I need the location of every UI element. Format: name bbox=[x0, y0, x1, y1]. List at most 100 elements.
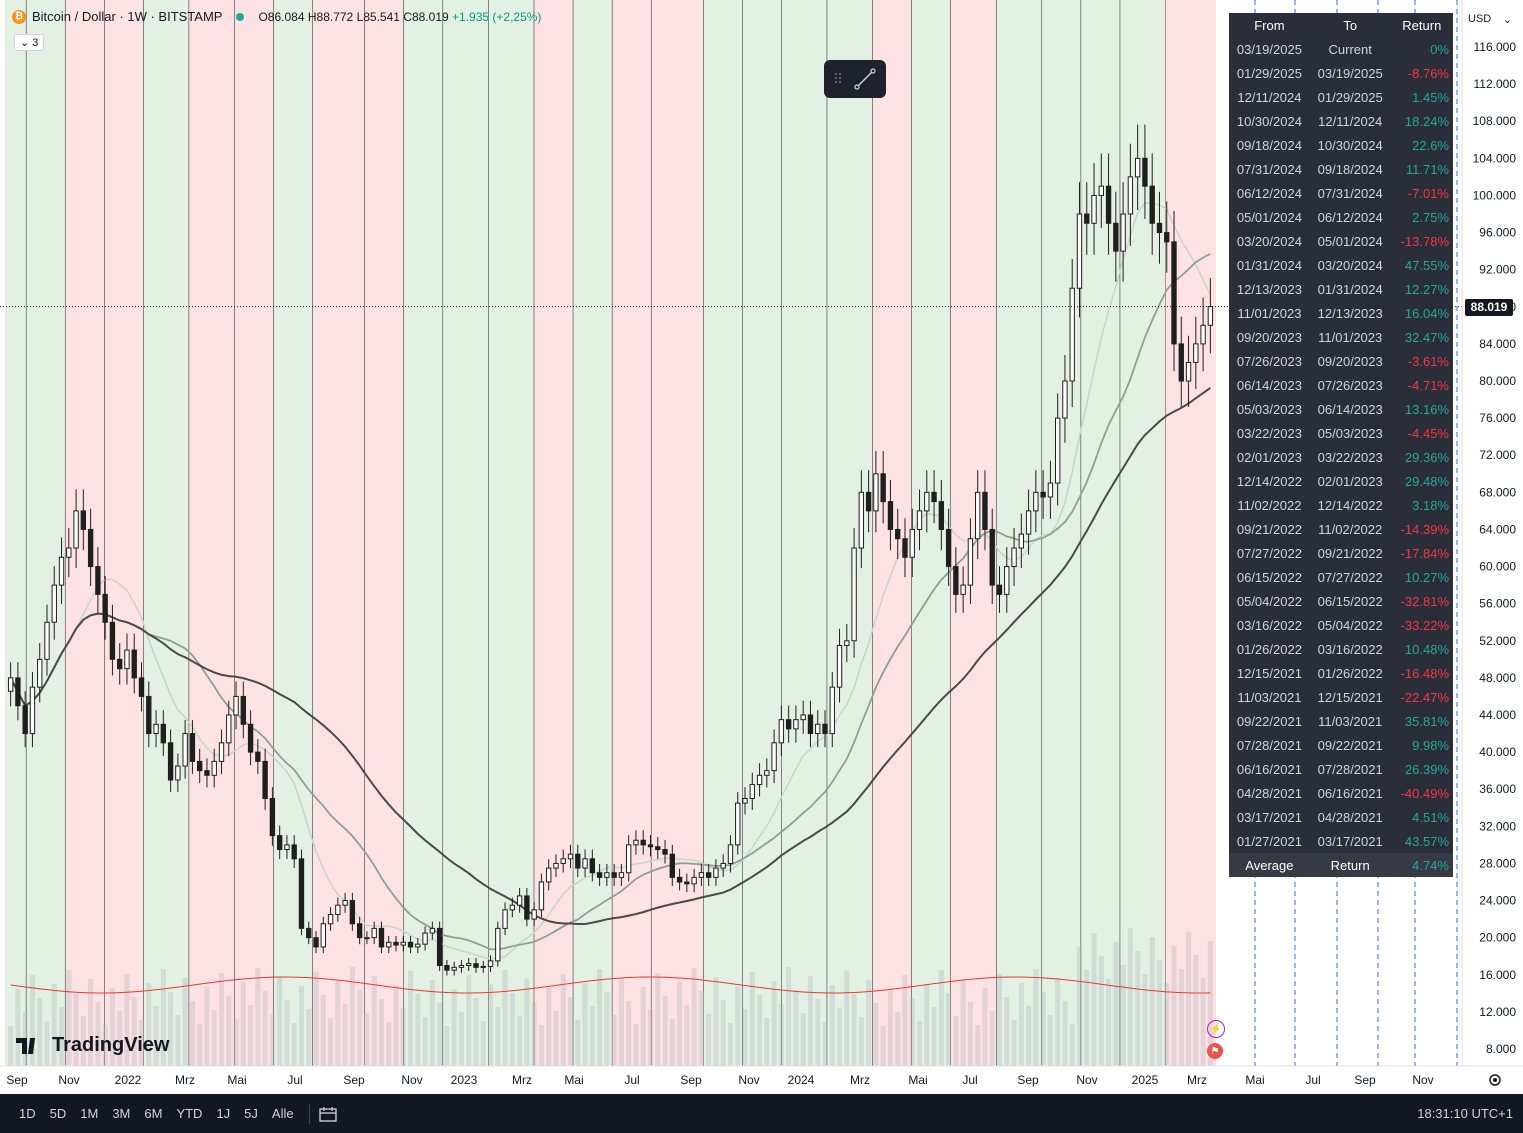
moving-averages bbox=[9, 202, 1212, 960]
drawing-toolbar[interactable]: ⠿ bbox=[824, 60, 886, 98]
period-returns-table: From To Return 03/19/2025 Current 0% 01/29/… bbox=[1229, 13, 1453, 877]
timeframe-button[interactable]: Alle bbox=[271, 1106, 294, 1121]
currency-selector[interactable]: USD ⌄ bbox=[1462, 8, 1518, 30]
period-band bbox=[234, 0, 274, 1066]
time-tick-label: Nov bbox=[738, 1073, 759, 1087]
candle-body bbox=[80, 510, 87, 530]
volume-bar bbox=[160, 969, 166, 1066]
candle-body bbox=[727, 844, 734, 864]
to-cell: 03/19/2025 bbox=[1317, 65, 1383, 81]
period-band bbox=[26, 0, 66, 1066]
drag-handle-icon[interactable]: ⠿ bbox=[832, 70, 843, 87]
time-tick-label: Mrz bbox=[175, 1073, 195, 1087]
return-cell: 18.24% bbox=[1404, 113, 1449, 129]
volume-bar bbox=[546, 988, 552, 1066]
volume-bar bbox=[51, 984, 57, 1066]
candle-body bbox=[960, 584, 966, 595]
volume-bar bbox=[713, 977, 719, 1066]
candle-body bbox=[218, 742, 225, 762]
candle-body bbox=[778, 719, 785, 744]
period-band bbox=[781, 0, 828, 1066]
candle-body bbox=[844, 640, 850, 646]
candle-body bbox=[335, 904, 341, 915]
timeframe-button[interactable]: 1M bbox=[80, 1106, 99, 1121]
volume-bar bbox=[938, 970, 944, 1066]
to-cell: 09/18/2024 bbox=[1317, 161, 1383, 177]
volume-bar bbox=[866, 980, 872, 1066]
volume-bar bbox=[669, 1019, 675, 1066]
volume-bar bbox=[386, 1022, 392, 1066]
timeframe-button[interactable]: 1J bbox=[216, 1106, 231, 1121]
us-flag-event-icon[interactable]: ⚑ bbox=[1207, 1043, 1223, 1059]
bitcoin-icon: ₿ bbox=[12, 9, 26, 24]
to-cell: 12/13/2023 bbox=[1317, 305, 1383, 321]
timeframe-button[interactable]: 6M bbox=[144, 1106, 163, 1121]
volume-bar bbox=[422, 1017, 428, 1066]
candle-body bbox=[582, 858, 588, 869]
timeframe-button[interactable]: 5J bbox=[244, 1106, 258, 1121]
candle-body bbox=[451, 966, 457, 971]
lightning-event-icon[interactable]: ⚡ bbox=[1207, 1020, 1225, 1038]
return-cell: 32.47% bbox=[1404, 329, 1449, 345]
price-tick-label: 92.000 bbox=[1479, 263, 1516, 277]
trend-line-icon[interactable] bbox=[853, 67, 877, 91]
table-row: 06/16/2021 07/28/2021 26.39% bbox=[1229, 757, 1453, 781]
time-tick-label: Sep bbox=[343, 1073, 365, 1087]
candle-body bbox=[1164, 232, 1170, 243]
volume-bar bbox=[313, 972, 319, 1066]
volume-bar bbox=[909, 998, 915, 1066]
candle-body bbox=[756, 774, 763, 786]
volume-bar bbox=[88, 979, 94, 1066]
timeframe-button[interactable]: 1D bbox=[19, 1106, 36, 1121]
candle-body bbox=[226, 714, 232, 744]
candle-body bbox=[538, 881, 545, 911]
volume-bar bbox=[982, 988, 988, 1066]
settings-icon[interactable] bbox=[1486, 1071, 1504, 1089]
time-tick-label: Mrz bbox=[512, 1073, 532, 1087]
candle-body bbox=[15, 677, 21, 707]
candle-body bbox=[22, 705, 28, 735]
symbol-title[interactable]: Bitcoin / Dollar · 1W · BITSTAMP bbox=[32, 9, 223, 24]
volume-bar bbox=[269, 1014, 275, 1066]
candle-body bbox=[909, 528, 915, 558]
utc-clock[interactable]: 18:31:10 UTC+1 bbox=[1417, 1106, 1513, 1121]
candle-body bbox=[575, 853, 581, 869]
time-tick-label: 2022 bbox=[115, 1073, 142, 1087]
volume-bar bbox=[8, 1026, 14, 1066]
candle-body bbox=[466, 963, 472, 967]
timeframe-button[interactable]: 5D bbox=[49, 1106, 67, 1121]
volume-bar bbox=[168, 992, 174, 1066]
candle-body bbox=[807, 714, 814, 735]
header-return: Return bbox=[1390, 13, 1453, 37]
time-tick-label: Sep bbox=[1017, 1073, 1039, 1087]
table-row: 07/28/2021 09/22/2021 9.98% bbox=[1229, 733, 1453, 757]
open-value: O86.084 bbox=[258, 9, 305, 24]
price-tick-label: 8.000 bbox=[1486, 1042, 1516, 1056]
high-value: H88.772 bbox=[307, 9, 354, 24]
volume-bar bbox=[698, 991, 704, 1066]
candle-body bbox=[858, 491, 865, 549]
candle-body bbox=[618, 872, 625, 878]
candle-body bbox=[713, 867, 719, 878]
date-range-icon[interactable] bbox=[318, 1106, 338, 1122]
volume-bar bbox=[240, 982, 246, 1066]
volume-bar bbox=[1193, 955, 1199, 1066]
time-tick-label: Nov bbox=[401, 1073, 422, 1087]
volume-bar bbox=[444, 1026, 450, 1066]
from-cell: 01/29/2025 bbox=[1236, 65, 1302, 81]
candle-body bbox=[742, 798, 748, 804]
return-cell: 1.45% bbox=[1412, 89, 1449, 105]
tradingview-logo[interactable]: TradingView bbox=[16, 1034, 169, 1057]
timeframe-button[interactable]: YTD bbox=[176, 1106, 203, 1121]
to-cell: 12/14/2022 bbox=[1317, 497, 1383, 513]
timeframe-button[interactable]: 3M bbox=[112, 1106, 131, 1121]
from-cell: 11/03/2021 bbox=[1237, 689, 1302, 705]
volume-bar bbox=[626, 1001, 632, 1066]
candle-body bbox=[167, 742, 174, 781]
indicator-collapse-button[interactable]: ⌄ 3 bbox=[14, 34, 45, 51]
volume-bar bbox=[153, 1006, 159, 1066]
candle-body bbox=[473, 963, 479, 968]
table-row: 07/26/2023 09/20/2023 -3.61% bbox=[1229, 349, 1453, 373]
candle-body bbox=[262, 760, 268, 800]
candle-body bbox=[705, 872, 712, 878]
